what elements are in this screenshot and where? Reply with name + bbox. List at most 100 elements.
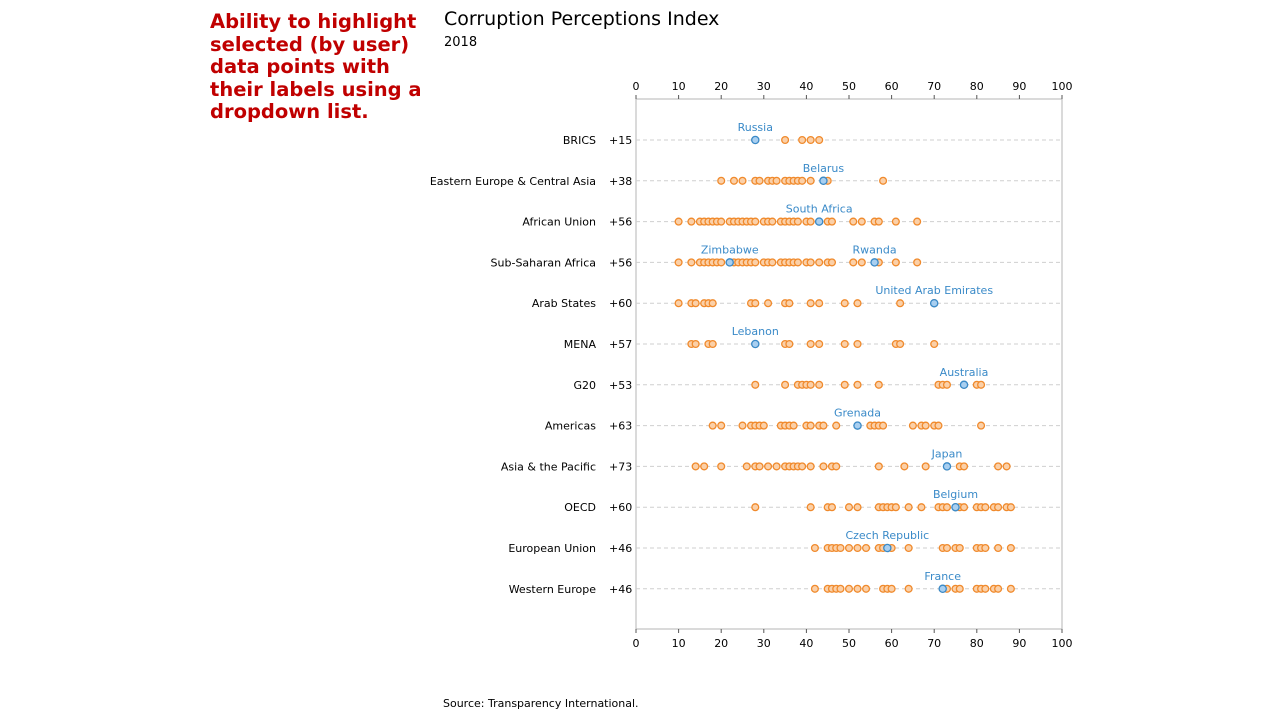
data-point [857,258,866,267]
data-point [789,421,798,430]
data-point [700,462,709,471]
highlighted-point [929,298,939,308]
data-point [798,176,807,185]
bottom-tick-label: 30 [757,637,771,650]
top-tick-label: 100 [1052,80,1073,93]
data-point [853,299,862,308]
highlighted-point [959,380,969,390]
data-point [1002,462,1011,471]
data-point [853,503,862,512]
chart-row: OECD +60 Belgium [564,488,1062,514]
data-point [874,217,883,226]
data-point [751,258,760,267]
data-point [768,258,777,267]
data-point [772,462,781,471]
data-point [759,421,768,430]
highlighted-point [751,135,760,145]
highlight-label: Belgium [933,488,978,501]
data-point [798,135,807,145]
row-label: OECD [564,501,596,514]
data-point [904,584,913,593]
data-point [896,299,905,308]
highlighted-point [853,421,862,430]
data-point [717,462,726,471]
data-point [904,543,913,553]
data-point [942,503,952,512]
data-point [806,217,815,226]
row-label: Western Europe [509,583,597,596]
row-label: Eastern Europe & Central Asia [430,175,596,188]
data-point [1006,503,1015,512]
data-point [755,176,764,185]
top-tick-label: 40 [799,80,813,93]
data-point [853,584,862,593]
row-count: +63 [609,420,632,433]
data-point [751,217,760,226]
data-point [793,258,802,267]
highlight-label: Belarus [803,162,845,175]
data-point [751,380,760,389]
top-tick-label: 50 [842,80,856,93]
bottom-tick-label: 50 [842,637,856,650]
data-point [891,258,900,267]
data-point [900,462,909,471]
data-point [674,299,683,308]
data-point [849,258,858,267]
bottom-tick-label: 80 [970,637,984,650]
data-point [879,176,888,185]
data-point [819,462,828,471]
highlight-label: Grenada [834,407,881,420]
data-point [832,462,841,471]
chart-row: Eastern Europe & Central Asia +38 Belarus [430,162,1062,188]
data-point [751,503,760,512]
data-point [981,584,990,593]
row-count: +38 [609,175,632,188]
data-point [887,584,896,593]
highlighted-point [942,462,952,471]
bottom-tick-label: 0 [633,637,640,650]
data-point [955,584,964,593]
data-point [691,339,700,349]
data-point [806,135,815,145]
data-point [764,462,773,471]
data-point [934,421,943,430]
highlighted-point [725,258,734,267]
row-label: BRICS [563,134,596,147]
data-point [849,217,858,226]
row-label: Sub-Saharan Africa [491,256,596,269]
source-note: Source: Transparency International. [443,697,639,710]
data-point [840,339,849,349]
bottom-tick-label: 20 [714,637,728,650]
data-point [959,503,969,512]
highlight-label: Zimbabwe [701,243,759,256]
row-count: +56 [609,256,632,269]
row-label: European Union [508,542,596,555]
data-point [840,299,849,308]
data-point [921,421,930,430]
chart-title: Corruption Perceptions Index [444,8,720,30]
data-point [691,299,700,308]
top-tick-label: 70 [927,80,941,93]
data-point [994,543,1003,553]
data-point [708,421,717,430]
data-point [687,217,696,226]
axes-layer: 0 0 10 10 20 20 30 30 40 40 50 50 60 60 70 70 80 80 90 90 10… [633,80,1073,650]
data-point [874,380,883,389]
data-point [832,421,841,430]
data-point [836,543,845,553]
data-point [840,380,849,389]
data-point [1006,584,1015,593]
data-point [738,421,747,430]
highlighted-point [814,217,824,226]
highlight-label: Australia [940,366,989,379]
data-point [810,543,819,553]
row-count: +73 [609,460,632,473]
chart-row: Western Europe +46 France [509,570,1062,596]
highlight-label: Japan [931,447,963,460]
highlight-label: Lebanon [732,325,779,338]
chart-row: G20 +53 Australia [573,366,1062,392]
data-point [908,421,917,430]
data-point [785,299,794,308]
data-point [981,503,990,512]
